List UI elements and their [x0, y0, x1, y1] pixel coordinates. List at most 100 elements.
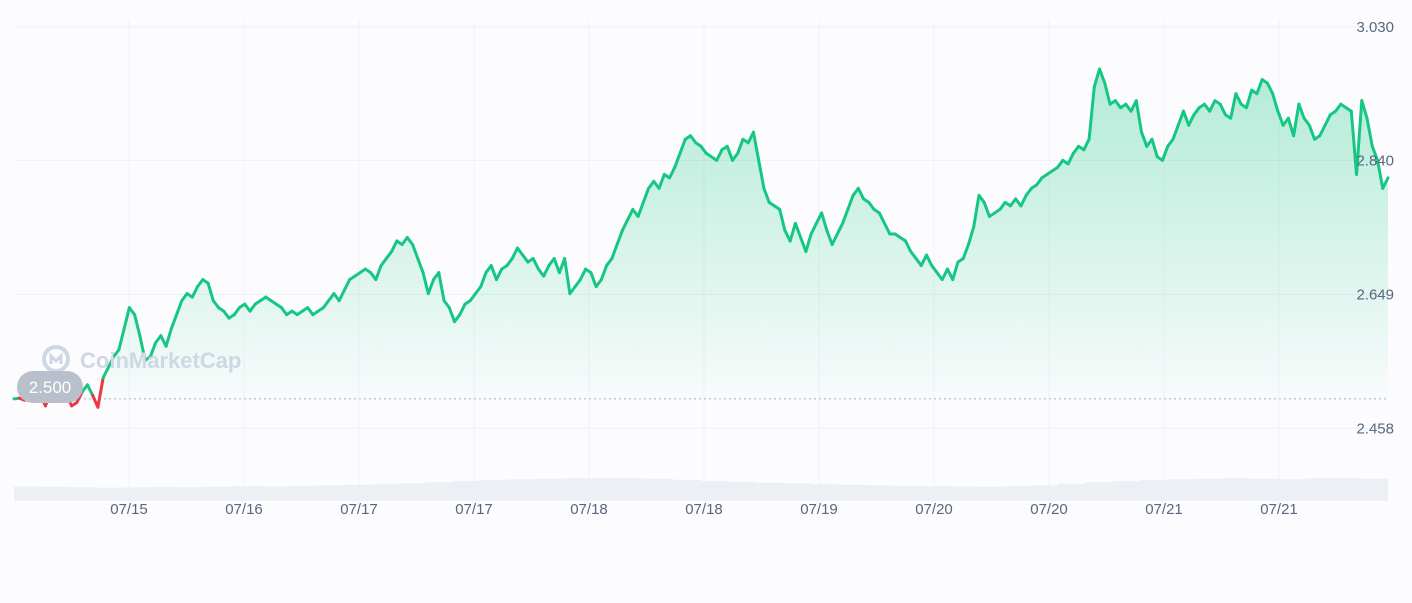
price-line-segment: [411, 243, 420, 261]
price-line-segment: [416, 257, 425, 275]
price-line-segment: [563, 257, 572, 296]
price-line-segment: [1255, 78, 1264, 96]
price-line-segment: [552, 257, 561, 275]
price-line-segment: [1134, 99, 1144, 134]
price-line-segment: [966, 225, 976, 247]
price-line-segment: [856, 186, 866, 201]
price-line-segment: [1271, 92, 1280, 113]
baseline-badge: 2.500: [17, 371, 83, 403]
x-tick-label: 07/18: [570, 501, 608, 518]
watermark-text: CoinMarketCap: [80, 348, 241, 373]
price-line-segment: [96, 376, 105, 409]
volume-area: [14, 477, 1388, 500]
price-line-segment: [809, 221, 818, 236]
price-line-segment: [374, 264, 383, 282]
price-line-segment: [757, 158, 766, 190]
price-line-segment: [458, 302, 467, 317]
x-tick-label: 07/16: [225, 501, 263, 518]
price-line-segment: [904, 239, 913, 254]
price-line-segment: [1370, 144, 1380, 162]
y-tick-label: 2.649: [1356, 286, 1394, 303]
price-line-segment: [1087, 85, 1096, 141]
price-line-segment: [169, 313, 179, 331]
coinmarketcap-logo-icon: [42, 345, 70, 373]
price-line-segment: [190, 285, 200, 299]
price-line-segment: [542, 264, 551, 278]
price-line-segment: [133, 313, 142, 338]
x-tick-label: 07/17: [340, 501, 378, 518]
price-line-segment: [1355, 99, 1364, 176]
x-tick-label: 07/21: [1145, 501, 1183, 518]
price-line-segment: [599, 264, 609, 282]
price-line-segment: [101, 365, 110, 380]
price-line-segment: [390, 239, 399, 254]
price-line-segment: [799, 235, 808, 254]
price-line-segment: [820, 211, 829, 232]
price-line-segment: [940, 267, 949, 282]
price-line-segment: [982, 200, 991, 218]
price-line-segment: [1265, 81, 1275, 96]
price-line-segment: [1082, 137, 1091, 152]
price-line-segment: [1019, 193, 1028, 208]
price-line-segment: [793, 221, 803, 239]
price-line-segment: [972, 193, 981, 229]
price-line-segment: [1066, 151, 1075, 166]
price-line-segment: [804, 232, 813, 254]
price-line-segment: [1218, 102, 1227, 117]
price-line-segment: [447, 306, 457, 324]
price-line-segment: [1140, 130, 1149, 148]
price-line-segment: [641, 186, 651, 204]
price-line-segment: [122, 306, 131, 331]
price-line-segment: [106, 355, 116, 369]
price-line-segment: [531, 257, 540, 271]
price-line-segment: [1349, 109, 1359, 176]
price-line-segment: [715, 148, 724, 162]
baseline-badge-label: 2.500: [29, 378, 72, 397]
price-line-segment: [626, 207, 635, 222]
price-line-segment: [620, 218, 630, 232]
price-line-segment: [1176, 109, 1185, 127]
y-tick-label: 2.458: [1356, 420, 1394, 437]
price-line-segment: [148, 341, 158, 359]
price-line-segment: [1234, 92, 1243, 106]
price-line-segment: [85, 383, 95, 397]
price-line-segment: [1376, 158, 1385, 190]
price-line-segment: [1161, 144, 1170, 162]
price-line-segment: [925, 253, 934, 268]
price-line-segment: [846, 193, 855, 211]
price-line-segment: [1323, 113, 1332, 127]
price-line-segment: [1381, 176, 1390, 190]
price-line-segment: [636, 200, 645, 218]
price-line-segment: [342, 278, 352, 292]
x-tick-label: 07/20: [1030, 501, 1068, 518]
price-line-segment: [138, 334, 147, 362]
price-line-segment: [117, 327, 126, 352]
price-line-segment: [883, 221, 892, 236]
price-line-segment: [489, 264, 498, 282]
x-tick-label: 07/19: [800, 501, 838, 518]
price-line-segment: [788, 221, 797, 243]
price-line-segment: [1208, 99, 1217, 113]
price-line-segment: [1276, 109, 1285, 127]
price-line-segment: [877, 211, 887, 225]
price-line-segment: [830, 232, 839, 247]
price-line-segment: [1171, 123, 1180, 141]
x-tick-label: 07/21: [1260, 501, 1298, 518]
price-line-segment: [657, 172, 666, 190]
price-line-segment: [751, 130, 761, 162]
price-line-segment: [175, 299, 184, 317]
price-line-segment: [578, 267, 588, 282]
price-line-segment: [1360, 99, 1369, 120]
price-line-segment: [164, 327, 173, 348]
price-line-segment: [841, 207, 850, 225]
price-line-segment: [1187, 113, 1196, 127]
price-line-segment: [778, 207, 787, 232]
price-line-segment: [1292, 102, 1301, 138]
price-line-segment: [1103, 81, 1112, 106]
price-line-segment: [1150, 137, 1159, 159]
price-line-segment: [835, 221, 845, 236]
price-line-segment: [1297, 102, 1306, 120]
price-line-segment: [1092, 67, 1102, 89]
price-line-segment: [762, 186, 771, 204]
